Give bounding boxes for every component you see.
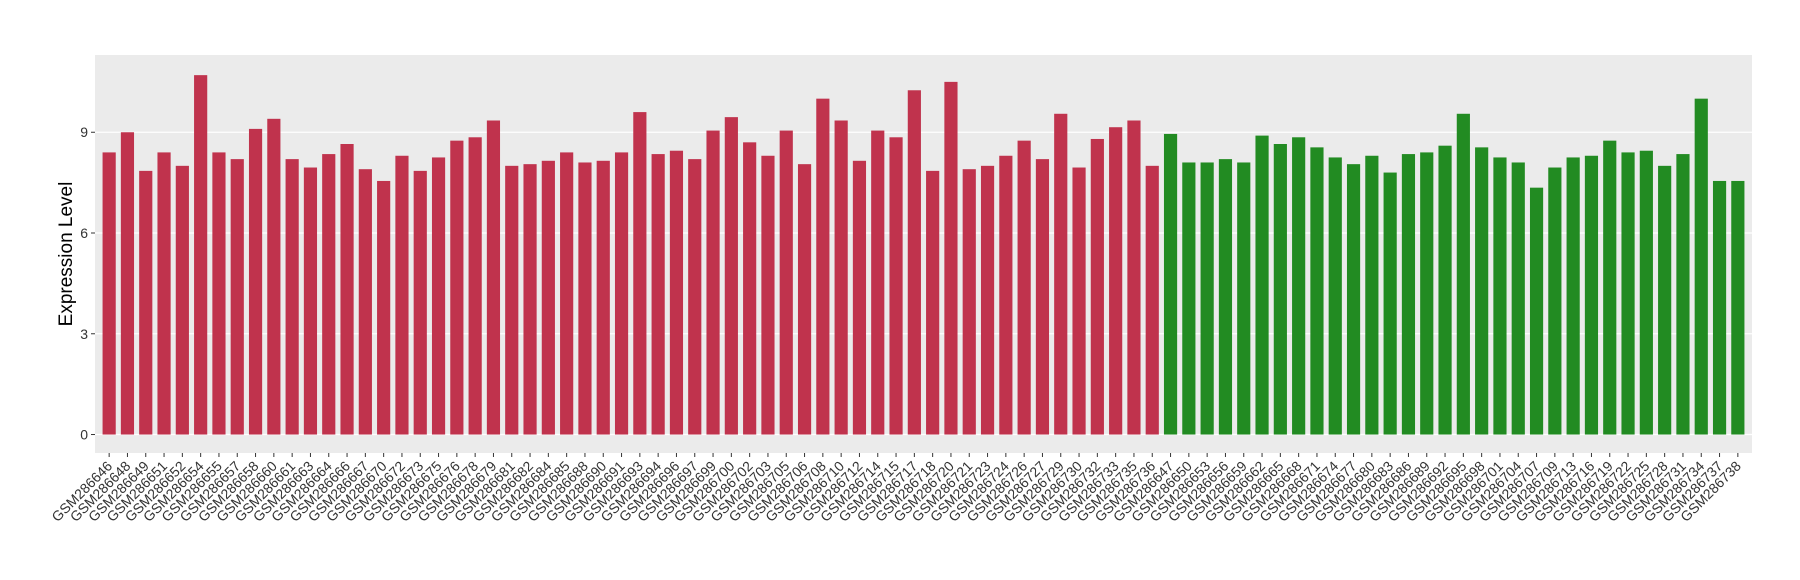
bar (248, 128, 263, 435)
bar (926, 170, 940, 435)
y-axis-label: Expression Level (56, 182, 77, 327)
bar (1511, 162, 1525, 435)
bar (706, 130, 720, 435)
bar (980, 165, 995, 435)
bar (1017, 140, 1031, 435)
bar (358, 169, 372, 435)
bar (1676, 154, 1690, 435)
bar (1054, 113, 1068, 435)
bar (633, 112, 647, 435)
bar (944, 81, 958, 435)
bar (578, 162, 592, 435)
bar (1035, 159, 1050, 435)
bar (194, 75, 208, 435)
bar (450, 140, 464, 435)
bar (962, 169, 976, 435)
bar (889, 137, 903, 435)
bar (1145, 165, 1159, 435)
bar (1383, 172, 1397, 435)
bar (1658, 165, 1672, 435)
bar (724, 117, 738, 435)
bar (505, 165, 519, 435)
bar (303, 167, 318, 435)
bar (1255, 135, 1269, 435)
bar (212, 152, 226, 435)
bar (413, 170, 427, 435)
bar (669, 150, 684, 435)
bar (541, 160, 555, 435)
bar (1566, 157, 1580, 435)
bar (1273, 144, 1287, 435)
bar (1237, 162, 1251, 435)
bar (431, 157, 446, 435)
bar (1456, 113, 1470, 435)
bar (1603, 140, 1617, 435)
bar (1109, 127, 1123, 435)
y-tick-label: 6 (80, 225, 88, 241)
bar (175, 165, 189, 435)
bar (157, 152, 171, 435)
bar (743, 142, 757, 435)
bar (486, 120, 501, 435)
bar (1694, 98, 1708, 435)
bar (779, 130, 793, 435)
bar (139, 170, 153, 435)
bar (1310, 147, 1324, 435)
bar (688, 159, 702, 435)
bar (907, 90, 921, 435)
bar (1529, 187, 1544, 435)
bar (999, 155, 1013, 435)
bar (1731, 180, 1745, 435)
bar (852, 160, 867, 435)
bar (560, 152, 574, 435)
bar (285, 159, 299, 435)
bar (871, 130, 885, 435)
bar (596, 160, 610, 435)
bar (102, 152, 116, 435)
bar (614, 152, 629, 435)
bar (120, 132, 135, 435)
bar (761, 155, 775, 435)
bar (340, 144, 354, 435)
bar (230, 159, 244, 435)
bar (1548, 167, 1562, 435)
bar (1493, 157, 1507, 435)
bar (1127, 120, 1141, 435)
bar (377, 180, 391, 435)
bar (468, 137, 482, 435)
bar (816, 98, 830, 435)
bar (267, 118, 281, 435)
bar (395, 155, 409, 435)
y-tick-label: 3 (80, 326, 88, 342)
bar (1072, 167, 1086, 435)
bar (1712, 180, 1727, 435)
bar (797, 164, 812, 435)
bar (1200, 162, 1214, 435)
bar (1346, 164, 1361, 435)
bar (1621, 152, 1635, 435)
bar (651, 154, 665, 435)
bar (1401, 154, 1416, 435)
bar (1584, 155, 1599, 435)
bar (1292, 137, 1306, 435)
bar (834, 120, 848, 435)
bar (322, 154, 336, 435)
bar (1639, 150, 1653, 435)
bar (1420, 152, 1434, 435)
bar (1218, 159, 1233, 435)
bar (1163, 133, 1178, 435)
y-tick-label: 0 (80, 427, 88, 443)
bar (1438, 145, 1452, 435)
y-tick-label: 9 (80, 124, 88, 140)
bar (523, 164, 537, 435)
bar (1328, 157, 1342, 435)
bar (1365, 155, 1379, 435)
bar (1182, 162, 1196, 435)
bar (1475, 147, 1489, 435)
bar (1090, 138, 1104, 435)
